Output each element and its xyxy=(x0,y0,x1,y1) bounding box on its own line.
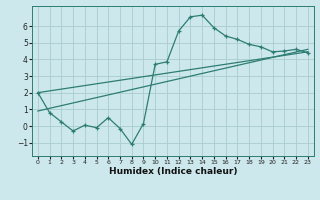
X-axis label: Humidex (Indice chaleur): Humidex (Indice chaleur) xyxy=(108,167,237,176)
